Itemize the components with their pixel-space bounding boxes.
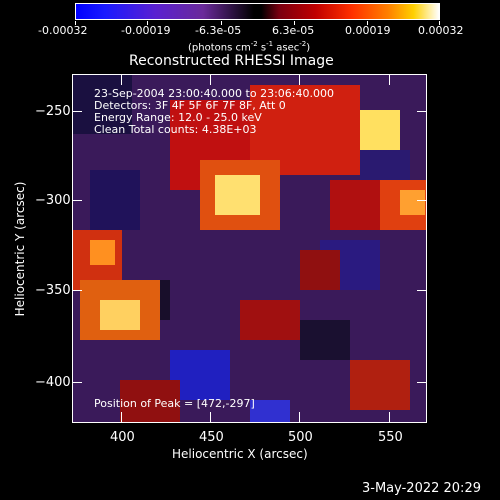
axis-ticks — [72, 75, 427, 422]
y-axis-label: Heliocentric Y (arcsec) — [13, 181, 27, 317]
x-axis-label: Heliocentric X (arcsec) — [172, 447, 308, 461]
x-tick-label: 450 — [199, 430, 224, 445]
y-tick-label: −300 — [35, 193, 71, 208]
plot-frame — [72, 74, 427, 423]
colorbar — [75, 3, 440, 20]
colorbar-units: (photons cm-2 s-1 asec-2) — [188, 38, 310, 54]
colorbar-tick-label: -0.00019 — [121, 24, 171, 37]
x-tick-label: 500 — [288, 430, 313, 445]
annotation-peak: Position of Peak = [472,-297] — [94, 397, 255, 410]
units-mid: s — [257, 42, 267, 54]
colorbar-tick-label: -6.3e-05 — [195, 24, 242, 37]
colorbar-tick-label: 0.00019 — [345, 24, 391, 37]
annotation-clean: Clean Total counts: 4.38E+03 — [94, 123, 257, 136]
plot-title: Reconstructed RHESSI Image — [129, 53, 334, 69]
x-tick-label: 400 — [110, 430, 135, 445]
units-prefix: (photons cm — [188, 42, 251, 54]
y-tick-label: −250 — [35, 104, 71, 119]
annotation-time: 23-Sep-2004 23:00:40.000 to 23:06:40.000 — [94, 87, 334, 100]
units-exp: -2 — [299, 40, 307, 48]
units-mid: asec — [273, 42, 300, 54]
footer-date: 3-May-2022 20:29 — [362, 481, 481, 496]
colorbar-ticks — [75, 21, 440, 25]
y-tick-label: −350 — [35, 283, 71, 298]
image-intensity-map — [72, 74, 427, 423]
colorbar-tick-label: 6.3e-05 — [272, 24, 315, 37]
units-exp: -2 — [250, 40, 258, 48]
colorbar-tick-label: -0.00032 — [38, 24, 88, 37]
annotation-detectors: Detectors: 3F 4F 5F 6F 7F 8F, Att 0 — [94, 99, 286, 112]
annotation-energy: Energy Range: 12.0 - 25.0 keV — [94, 111, 262, 124]
x-tick-label: 550 — [378, 430, 403, 445]
units-suffix: ) — [306, 42, 311, 54]
units-exp: -1 — [266, 40, 274, 48]
colorbar-tick-label: 0.00032 — [418, 24, 464, 37]
y-tick-label: −400 — [35, 375, 71, 390]
